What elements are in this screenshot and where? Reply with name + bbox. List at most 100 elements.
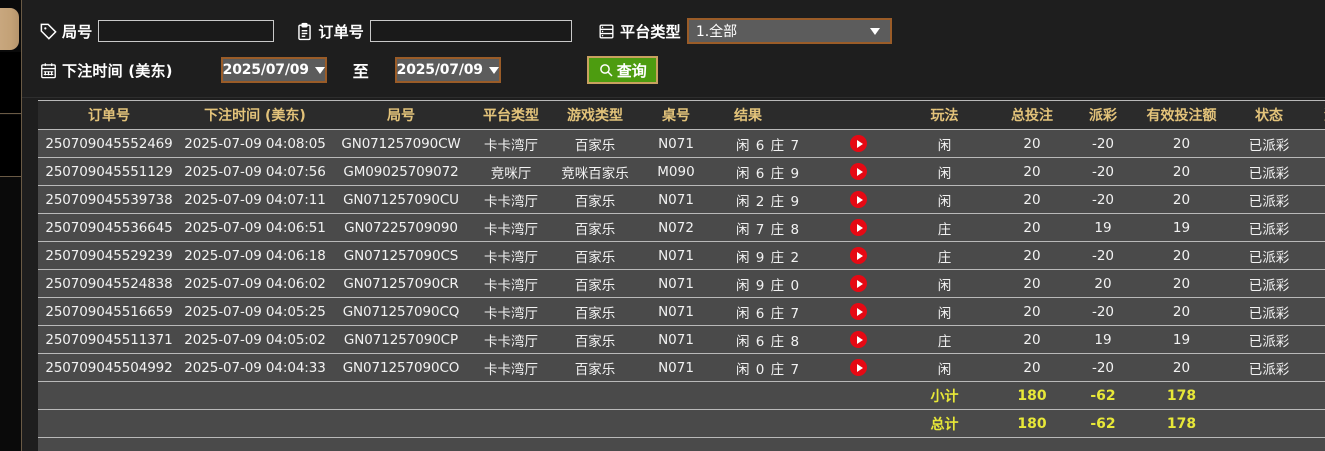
rail-tab-handle[interactable] [0,8,19,50]
cell-result: 闲 0 庄 7 [712,353,897,382]
col-payout[interactable]: 派彩 [1072,100,1134,130]
table-row[interactable]: 250709045516659 2025-07-09 04:05:25 GN0712… [38,297,1325,326]
cell-game-type: 竞咪百家乐 [550,157,640,186]
cell-table-no: M090 [640,157,712,186]
col-total-bet[interactable]: 总投注 [992,100,1072,130]
summary-pad [38,381,897,410]
table-summary-row: 总计 180 -62 178 [38,409,1325,438]
col-table-no[interactable]: 桌号 [640,100,712,130]
order-no-input[interactable] [370,20,573,42]
play-icon[interactable] [850,219,867,236]
cell-mode: 多台 [1309,129,1325,158]
play-icon[interactable] [850,135,867,152]
cell-status: 已派彩 [1229,269,1309,298]
result-text: 闲 7 庄 8 [736,221,801,238]
table-body: 250709045552469 2025-07-09 04:08:05 GN0712… [38,129,1325,451]
cell-bet-time: 2025-07-09 04:04:33 [180,353,330,382]
cell-payout: -20 [1072,157,1134,186]
search-button[interactable]: 查询 [586,56,658,84]
cell-round-no: GN071257090CU [330,185,472,214]
play-icon[interactable] [850,191,867,208]
cell-total-bet: 20 [992,241,1072,270]
summary-valid-bet: 178 [1134,381,1229,410]
play-icon[interactable] [850,247,867,264]
cell-game-type: 百家乐 [550,241,640,270]
summary-pad-mode [1309,381,1325,410]
cell-valid-bet: 19 [1134,325,1229,354]
cell-table-no: N071 [640,353,712,382]
col-bet-time[interactable]: 下注时间 (美东) [180,100,330,130]
cell-round-no: GN071257090CR [330,269,472,298]
table-row[interactable]: 250709045552469 2025-07-09 04:08:05 GN0712… [38,129,1325,158]
search-button-label: 查询 [616,61,647,80]
chevron-down-icon [314,66,325,74]
table-row[interactable]: 250709045536645 2025-07-09 04:06:51 GN0722… [38,213,1325,242]
summary-total-bet: 180 [992,381,1072,410]
col-game-type[interactable]: 游戏类型 [550,100,640,130]
cell-order-no: 250709045511371 [38,325,180,354]
filter-bar: 局号 订单号 [22,0,1325,98]
results-table-container[interactable]: 订单号 下注时间 (美东) 局号 平台类型 游戏类型 桌号 结果 玩法 总投注 … [38,100,1325,451]
col-mode[interactable]: 游戏模式 [1309,100,1325,130]
col-result[interactable]: 结果 [712,100,897,130]
cell-order-no: 250709045516659 [38,297,180,326]
col-bet-on[interactable]: 玩法 [897,100,992,130]
col-platform[interactable]: 平台类型 [472,100,550,130]
col-order-no[interactable]: 订单号 [38,100,180,130]
cell-platform: 卡卡湾厅 [472,185,550,214]
round-no-input[interactable] [98,20,275,42]
summary-payout: -62 [1072,381,1134,410]
cell-bet-on: 庄 [897,241,992,270]
bet-time-to-picker[interactable]: 2025/07/09 [394,57,501,83]
play-icon[interactable] [850,331,867,348]
cell-bet-time: 2025-07-09 04:06:02 [180,269,330,298]
cell-game-type: 百家乐 [550,353,640,382]
cell-platform: 竞咪厅 [472,157,550,186]
cell-bet-on: 庄 [897,213,992,242]
date-range-separator: 至 [352,62,369,81]
table-row[interactable]: 250709045539738 2025-07-09 04:07:11 GN0712… [38,185,1325,214]
summary-pad-status [1229,409,1309,438]
cell-order-no: 250709045504992 [38,353,180,382]
cell-valid-bet: 20 [1134,157,1229,186]
cell-result: 闲 2 庄 9 [712,185,897,214]
play-icon[interactable] [850,275,867,292]
cell-result: 闲 6 庄 7 [712,297,897,326]
cell-bet-on: 闲 [897,353,992,382]
col-round-no[interactable]: 局号 [330,100,472,130]
table-row[interactable]: 250709045504992 2025-07-09 04:04:33 GN0712… [38,353,1325,382]
cell-status: 已派彩 [1229,325,1309,354]
platform-type-select[interactable]: 1.全部 [686,18,892,44]
cell-total-bet: 20 [992,129,1072,158]
cell-total-bet: 20 [992,297,1072,326]
table-row[interactable]: 250709045524838 2025-07-09 04:06:02 GN0712… [38,269,1325,298]
cell-order-no: 250709045524838 [38,269,180,298]
blank-cell [38,437,1325,451]
cell-total-bet: 20 [992,353,1072,382]
filter-row-1: 局号 订单号 [38,18,892,44]
table-summary-row: 小计 180 -62 178 [38,381,1325,410]
bet-time-from-picker[interactable]: 2025/07/09 [220,57,327,83]
cell-table-no: N071 [640,297,712,326]
chevron-down-icon [869,27,880,35]
cell-status: 已派彩 [1229,241,1309,270]
play-icon[interactable] [850,163,867,180]
cell-round-no: GN071257090CW [330,129,472,158]
cell-bet-on: 闲 [897,129,992,158]
cell-round-no: GM09025709072 [330,157,472,186]
cell-mode: 多台 [1309,269,1325,298]
table-row[interactable]: 250709045551129 2025-07-09 04:07:56 GM0902… [38,157,1325,186]
table-row[interactable]: 250709045511371 2025-07-09 04:05:02 GN0712… [38,325,1325,354]
cell-platform: 卡卡湾厅 [472,129,550,158]
cell-result: 闲 6 庄 7 [712,129,897,158]
play-icon[interactable] [850,303,867,320]
col-valid-bet[interactable]: 有效投注额 [1134,100,1229,130]
cell-status: 已派彩 [1229,185,1309,214]
order-no-filter: 订单号 [294,20,573,42]
cell-status: 已派彩 [1229,297,1309,326]
table-row[interactable]: 250709045529239 2025-07-09 04:06:18 GN0712… [38,241,1325,270]
cell-platform: 卡卡湾厅 [472,269,550,298]
play-icon[interactable] [850,359,867,376]
cell-table-no: N071 [640,325,712,354]
col-status[interactable]: 状态 [1229,100,1309,130]
